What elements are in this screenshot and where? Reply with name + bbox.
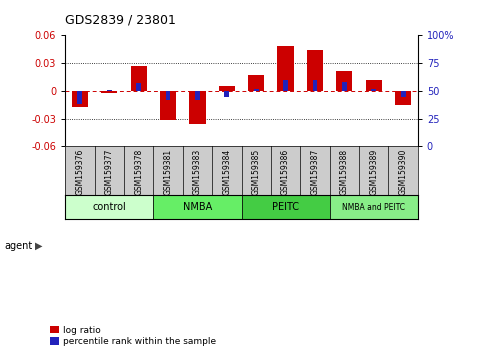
- Bar: [65, 195, 154, 219]
- Bar: [160, 91, 176, 120]
- Text: GSM159389: GSM159389: [369, 149, 378, 195]
- Bar: [219, 86, 235, 91]
- Bar: [107, 90, 112, 91]
- Text: GSM159381: GSM159381: [164, 149, 172, 195]
- Bar: [154, 195, 242, 219]
- Bar: [278, 46, 294, 91]
- Bar: [371, 88, 376, 91]
- Text: GSM159385: GSM159385: [252, 149, 261, 195]
- Text: GSM159388: GSM159388: [340, 149, 349, 195]
- Bar: [395, 91, 411, 105]
- Text: GSM159376: GSM159376: [75, 149, 85, 195]
- Bar: [313, 80, 317, 91]
- Bar: [166, 91, 170, 100]
- Bar: [283, 80, 288, 91]
- Bar: [225, 91, 229, 97]
- Text: control: control: [92, 202, 126, 212]
- Text: PEITC: PEITC: [272, 202, 299, 212]
- Bar: [307, 50, 323, 91]
- Bar: [336, 70, 353, 91]
- Text: GSM159386: GSM159386: [281, 149, 290, 195]
- Bar: [342, 82, 347, 91]
- Bar: [130, 66, 147, 91]
- Text: GSM159383: GSM159383: [193, 149, 202, 195]
- Bar: [195, 91, 200, 100]
- Text: GSM159390: GSM159390: [398, 149, 408, 195]
- Bar: [77, 91, 82, 104]
- Bar: [248, 75, 264, 91]
- Bar: [189, 91, 205, 124]
- Text: GDS2839 / 23801: GDS2839 / 23801: [65, 13, 176, 27]
- Bar: [242, 195, 330, 219]
- Bar: [101, 91, 117, 93]
- Text: GSM159384: GSM159384: [222, 149, 231, 195]
- Bar: [72, 91, 88, 108]
- Text: GSM159387: GSM159387: [311, 149, 319, 195]
- Legend: log ratio, percentile rank within the sample: log ratio, percentile rank within the sa…: [50, 326, 216, 346]
- Text: NMBA and PEITC: NMBA and PEITC: [342, 203, 405, 212]
- Bar: [136, 83, 141, 91]
- Text: GSM159378: GSM159378: [134, 149, 143, 195]
- Bar: [401, 91, 406, 97]
- Text: agent: agent: [5, 241, 33, 251]
- Bar: [366, 80, 382, 91]
- Text: GSM159377: GSM159377: [105, 149, 114, 195]
- Text: ▶: ▶: [35, 241, 43, 251]
- Bar: [254, 88, 258, 91]
- Text: NMBA: NMBA: [183, 202, 212, 212]
- Bar: [329, 195, 418, 219]
